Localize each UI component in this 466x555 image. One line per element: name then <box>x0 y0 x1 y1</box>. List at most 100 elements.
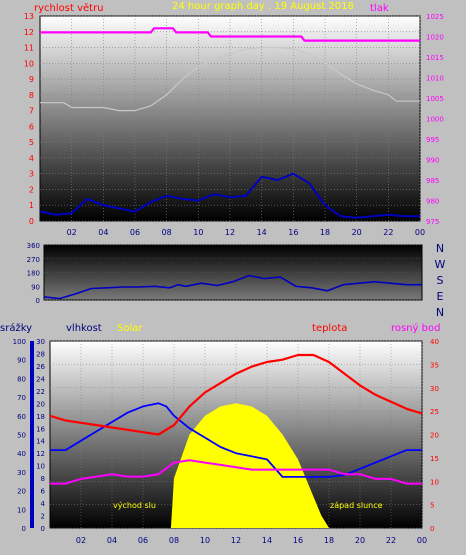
time-tick-label: 16 <box>293 536 303 545</box>
wind-tick-label: 5 <box>29 138 34 147</box>
temperature-tick-label: 20 <box>430 432 439 440</box>
wind-tick-label: 2 <box>29 185 34 194</box>
humidity-tick-label: 4 <box>41 500 46 508</box>
humidity-tick-label: 14 <box>36 438 45 446</box>
pressure-tick-label: 975 <box>426 218 439 226</box>
time-tick-label: 00 <box>415 228 425 237</box>
pressure-tick-label: 1015 <box>426 54 444 62</box>
pressure-tick-label: 1020 <box>426 34 444 42</box>
direction-tick-label: 90 <box>31 283 40 291</box>
pressure-tick-label: 990 <box>426 157 439 165</box>
rain-label: srážky <box>0 322 32 334</box>
wind-tick-label: 4 <box>29 154 34 163</box>
pressure-tick-label: 985 <box>426 177 439 185</box>
wind-tick-label: 7 <box>29 107 34 116</box>
solar-label: Solar <box>117 323 143 334</box>
pressure-axis: 975 980 985 990 995 1000 1005 1010 1015 1020 1025 <box>426 13 444 226</box>
compass-letter: E <box>437 290 444 303</box>
humidity-label: vlhkost <box>66 323 102 334</box>
sunrise-label: východ slu <box>113 501 156 510</box>
gray-trend-line <box>40 46 420 112</box>
wind-direction-series <box>43 274 422 300</box>
time-tick-label: 06 <box>138 536 148 545</box>
wind-direction-grid <box>44 244 422 301</box>
rain-tick-label: 100 <box>13 338 26 346</box>
time-tick-label: 18 <box>324 536 334 545</box>
pressure-tick-label: 995 <box>426 136 439 144</box>
humidity-tick-label: 22 <box>36 388 45 396</box>
time-tick-label: 14 <box>262 536 272 545</box>
rain-tick-label: 0 <box>22 525 26 533</box>
temperature-label: teplota <box>312 323 347 334</box>
temperature-tick-label: 35 <box>430 361 439 369</box>
compass-letter: N <box>436 306 444 319</box>
direction-tick-label: 270 <box>27 256 40 264</box>
humidity-tick-label: 30 <box>36 338 45 346</box>
sunset-label: západ slunce <box>330 501 383 510</box>
rain-tick-label: 30 <box>17 469 26 477</box>
rain-tick-label: 50 <box>17 432 26 440</box>
time-tick-label: 04 <box>107 536 117 545</box>
temperature-tick-label: 15 <box>430 455 439 463</box>
pressure-tick-label: 980 <box>426 198 439 206</box>
time-tick-label: 08 <box>162 228 172 237</box>
time-axis-bottom: 02 04 06 08 10 12 14 16 18 20 22 00 <box>76 536 427 545</box>
humidity-tick-label: 28 <box>36 350 45 358</box>
time-tick-label: 10 <box>200 536 210 545</box>
humidity-tick-label: 6 <box>41 488 46 496</box>
rain-tick-label: 70 <box>17 394 26 402</box>
humidity-tick-label: 18 <box>36 413 45 421</box>
wind-tick-label: 11 <box>24 44 34 53</box>
direction-tick-label: 360 <box>27 242 40 250</box>
temperature-tick-label: 10 <box>430 478 439 486</box>
solar-area <box>170 403 329 528</box>
rain-tick-label: 20 <box>17 488 26 496</box>
temperature-tick-label: 0 <box>430 525 434 533</box>
humidity-tick-label: 8 <box>41 475 45 483</box>
wind-tick-label: 0 <box>29 217 34 226</box>
temperature-tick-label: 25 <box>430 408 439 416</box>
time-tick-label: 00 <box>417 536 427 545</box>
time-tick-label: 22 <box>383 228 393 237</box>
time-tick-label: 14 <box>257 228 267 237</box>
time-tick-label: 18 <box>320 228 330 237</box>
compass-letter: S <box>437 274 444 287</box>
humidity-tick-label: 26 <box>36 363 45 371</box>
wind-pressure-series <box>39 27 420 219</box>
pressure-tick-label: 1025 <box>426 13 444 21</box>
chart-title: 24 hour graph day . 19 August 2018 <box>172 1 354 12</box>
wind-speed-label: rychlost větru <box>34 2 104 14</box>
wind-tick-label: 10 <box>24 59 34 68</box>
direction-tick-label: 0 <box>36 297 40 305</box>
time-tick-label: 20 <box>352 228 362 237</box>
rain-tick-label: 10 <box>17 506 26 514</box>
wind-direction-axis: 0 90 180 270 360 <box>27 242 40 305</box>
wind-tick-label: 9 <box>29 75 34 84</box>
wind-tick-label: 1 <box>29 201 34 210</box>
wind-tick-label: 6 <box>29 122 34 131</box>
humidity-tick-label: 24 <box>36 375 45 383</box>
time-tick-label: 12 <box>225 228 235 237</box>
temperature-line <box>49 353 423 436</box>
rain-tick-label: 90 <box>17 357 26 365</box>
temperature-axis: 0 5 10 15 20 25 30 35 40 <box>430 338 439 533</box>
rain-tick-label: 60 <box>17 413 26 421</box>
time-tick-label: 02 <box>67 228 77 237</box>
compass-letter: W <box>435 258 446 271</box>
time-tick-label: 10 <box>193 228 203 237</box>
time-tick-label: 12 <box>231 536 241 545</box>
wind-speed-line <box>39 172 420 219</box>
time-tick-label: 02 <box>76 536 86 545</box>
humidity-tick-label: 10 <box>36 463 45 471</box>
pressure-label: tlak <box>370 3 389 14</box>
temperature-series <box>49 353 423 528</box>
wind-tick-label: 13 <box>24 12 34 21</box>
temperature-tick-label: 5 <box>430 502 434 510</box>
time-tick-label: 16 <box>288 228 298 237</box>
pressure-line <box>40 27 420 42</box>
rain-tick-label: 80 <box>17 375 26 383</box>
humidity-tick-label: 16 <box>36 425 45 433</box>
